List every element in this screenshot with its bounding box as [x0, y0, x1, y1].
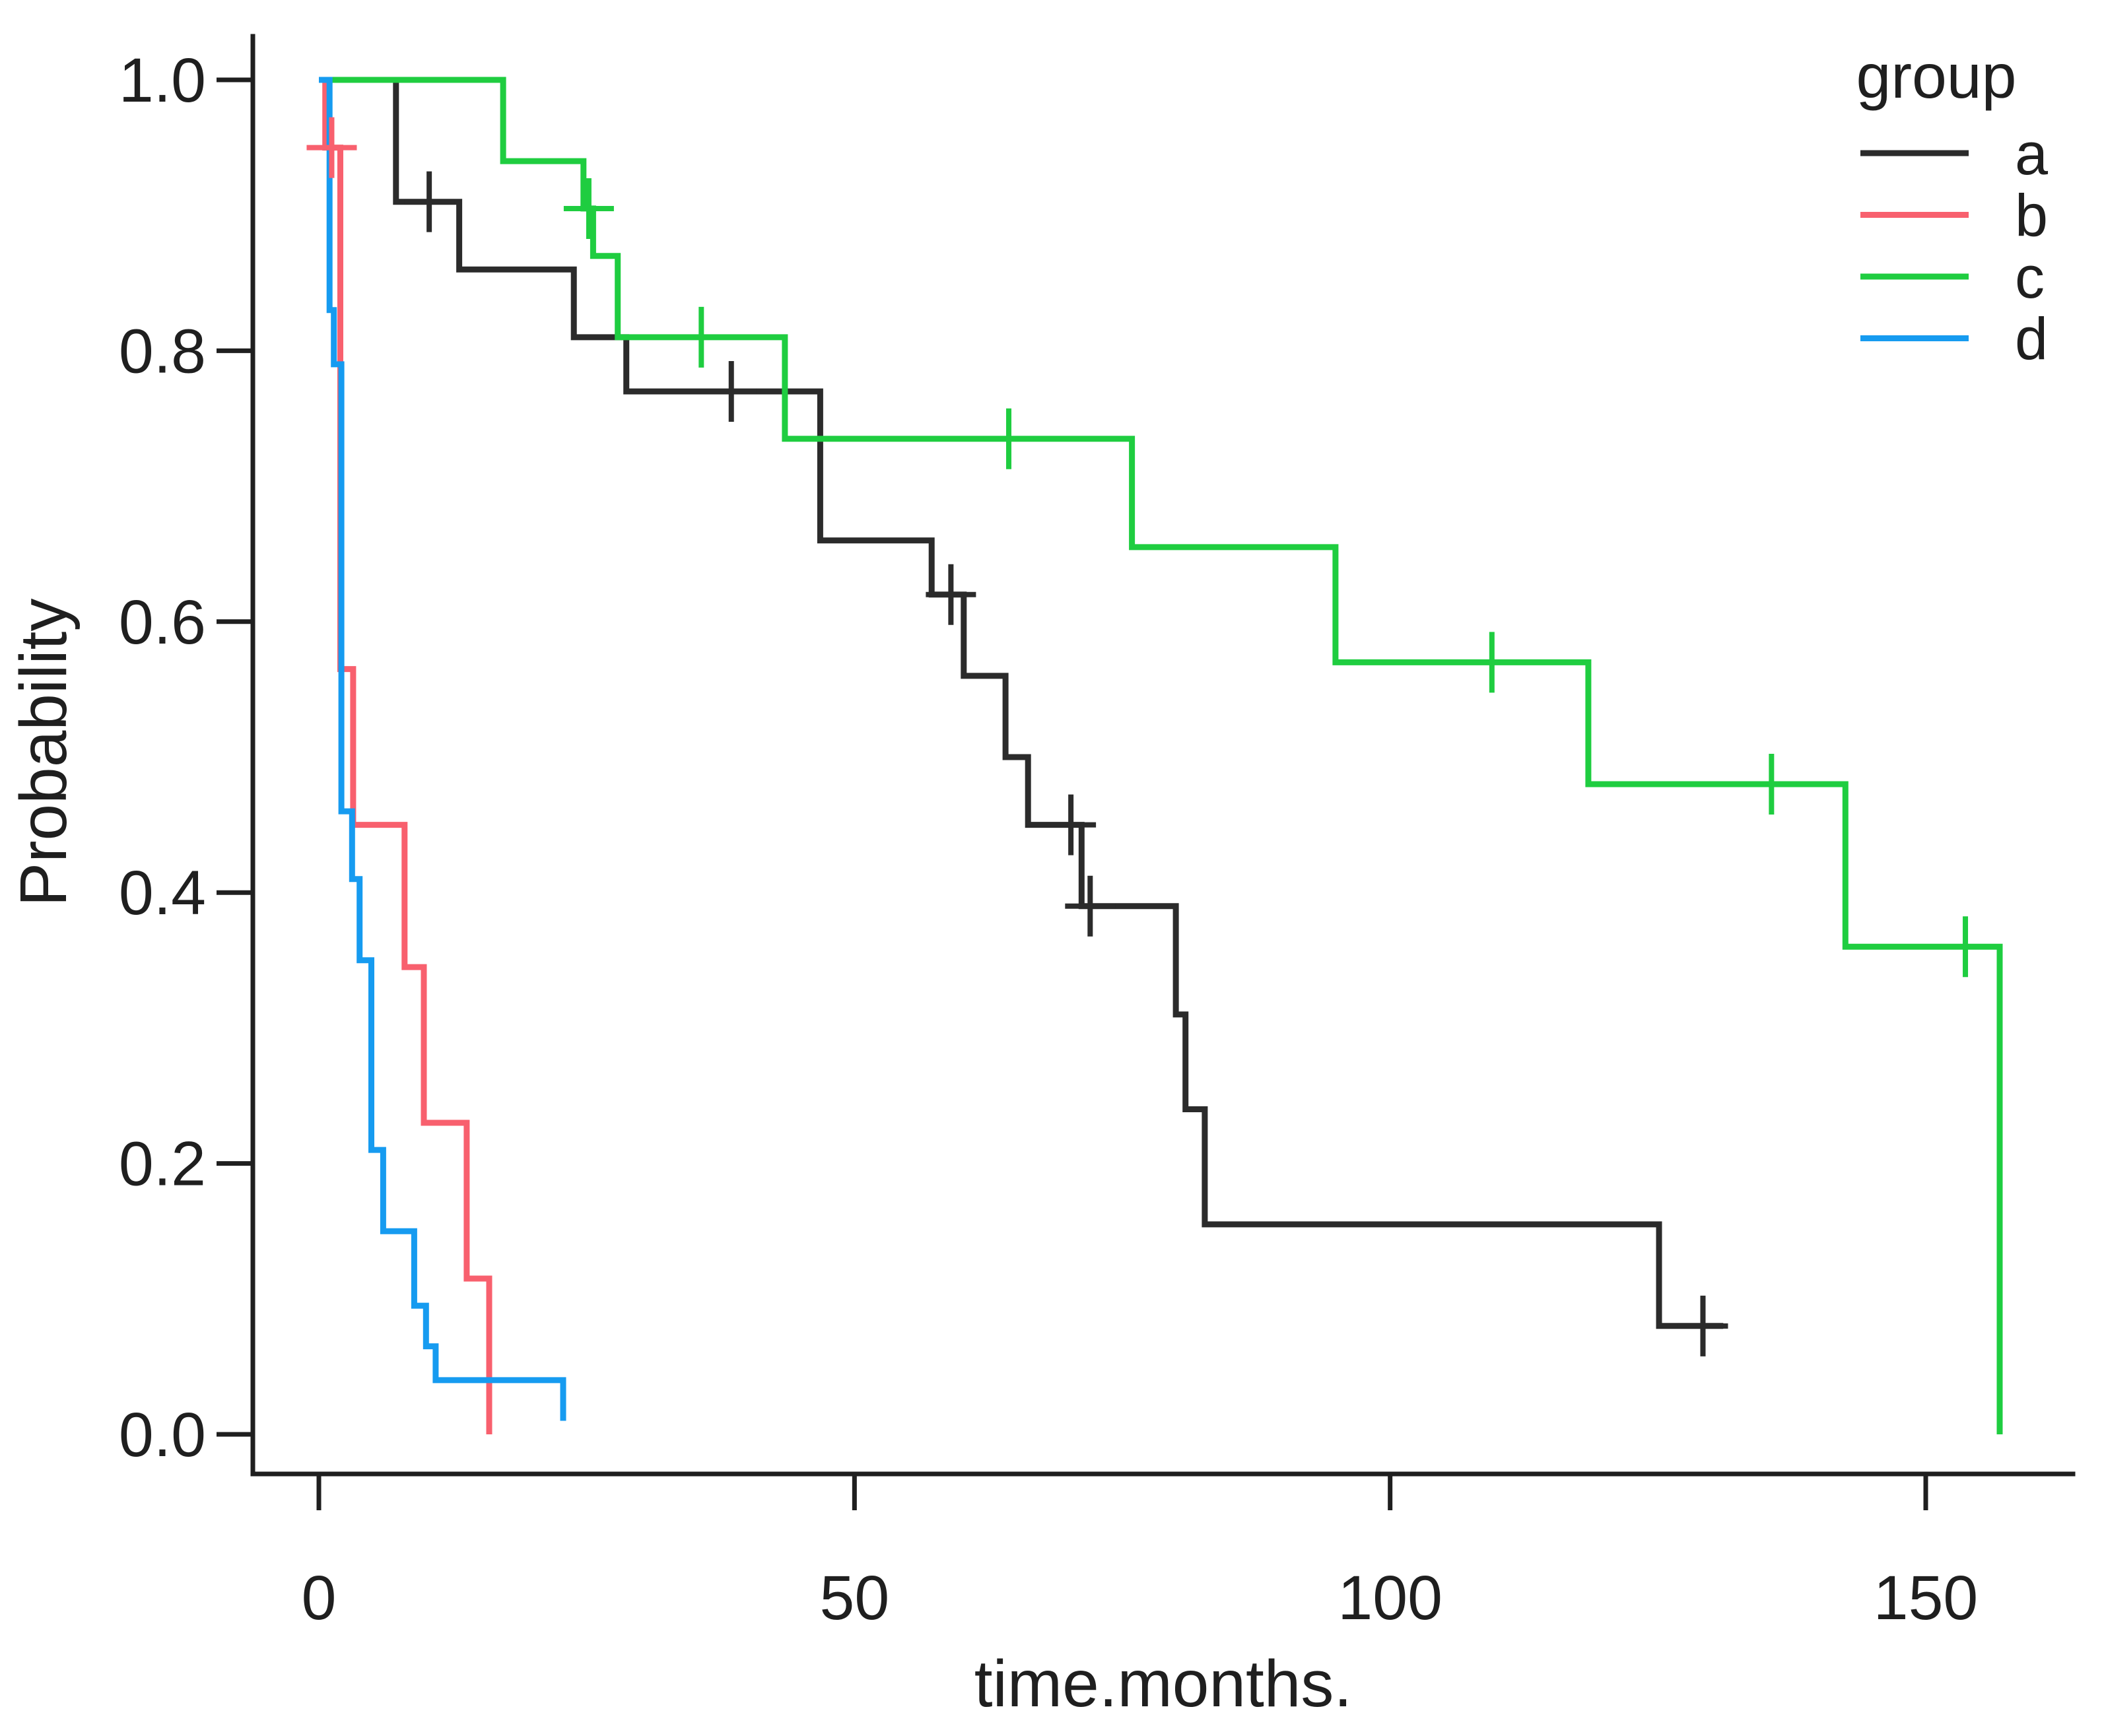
legend-label-d: d — [2015, 307, 2048, 373]
censor-mark-b-1 — [306, 117, 357, 178]
censor-mark-c-1 — [563, 178, 614, 239]
legend-label-c: c — [2015, 245, 2045, 311]
censor-mark-a-1 — [404, 171, 455, 232]
censor-mark-a-3 — [926, 564, 976, 625]
x-tick-label-0: 0 — [302, 1563, 337, 1633]
legend-item-b: b — [1860, 184, 2048, 250]
censor-mark-a-6 — [1678, 1295, 1728, 1356]
censor-mark-c-5 — [1746, 754, 1797, 815]
censor-marks — [306, 117, 1991, 1356]
x-tick-label-50: 50 — [819, 1563, 889, 1633]
x-tick-label-150: 150 — [1874, 1563, 1979, 1633]
censor-mark-c-2 — [676, 306, 727, 368]
legend-label-b: b — [2015, 184, 2048, 250]
y-axis-title: Probability — [7, 599, 81, 907]
legend-label-a: a — [2015, 121, 2049, 187]
y-tick-label-0.6: 0.6 — [119, 587, 206, 657]
x-axis-title: time.months. — [974, 1647, 1352, 1721]
y-tick-label-0.4: 0.4 — [119, 858, 206, 928]
censor-mark-a-5 — [1065, 875, 1116, 937]
censor-mark-a-2 — [706, 360, 757, 422]
legend-item-d: d — [1860, 307, 2048, 373]
survival-curves — [319, 77, 2003, 1434]
y-tick-label-0.2: 0.2 — [119, 1129, 206, 1199]
x-tick-label-100: 100 — [1338, 1563, 1442, 1633]
censor-mark-c-4 — [1466, 632, 1517, 693]
legend-title: group — [1856, 42, 2017, 112]
axes: 0.0 0.2 0.4 0.6 0.8 1.0 0 50 100 150 — [119, 34, 2076, 1633]
legend-item-c: c — [1860, 245, 2045, 311]
survival-curve-a — [319, 77, 1724, 1329]
y-tick-label-0.0: 0.0 — [119, 1400, 206, 1470]
censor-mark-c-3 — [983, 408, 1034, 469]
y-tick-label-1.0: 1.0 — [119, 46, 206, 116]
y-tick-label-0.8: 0.8 — [119, 316, 206, 386]
survival-curve-d — [319, 77, 566, 1421]
censor-mark-c-6 — [1940, 916, 1991, 978]
legend-item-a: a — [1860, 121, 2049, 187]
censor-mark-a-4 — [1046, 794, 1097, 855]
